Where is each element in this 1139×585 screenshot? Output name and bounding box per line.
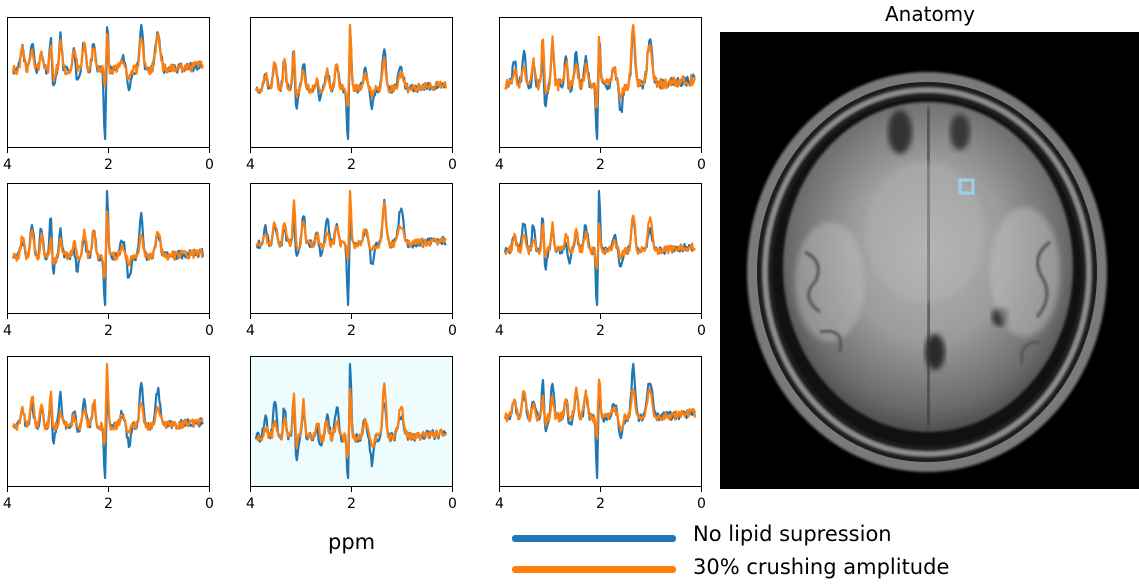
series-line-2 [255,382,447,459]
series-line-2 [504,23,697,109]
spectrum-plot: 4 2 0 [246,17,457,173]
legend-line-series-2 [512,566,676,573]
x-tick-label: 2 [347,157,356,173]
x-tick-label: 4 [3,496,12,512]
x-tick-label: 2 [596,323,605,339]
x-tick-label: 0 [697,157,706,173]
x-tick-label: 0 [448,496,457,512]
x-tick-label: 4 [495,496,504,512]
series-line-2 [11,362,204,446]
x-tick-label: 2 [104,323,113,339]
x-tick-label: 4 [246,157,255,173]
spectrum-panel: 4 2 0 [246,356,457,518]
spectrum-plot: 4 2 0 [246,183,457,339]
plot-frame [499,356,702,487]
series-line-2 [254,23,448,107]
x-tick-label: 0 [697,323,706,339]
legend-line-series-1 [512,535,676,542]
x-tick-label: 2 [596,496,605,512]
spectrum-panel: 4 2 0 [246,17,457,179]
x-tick-label: 4 [495,323,504,339]
spectrum-plot: 4 2 0 [495,183,706,339]
x-tick-label: 0 [205,323,214,339]
x-tick-label: 2 [347,323,356,339]
spectrum-plot: 4 2 0 [3,183,214,339]
x-tick-label: 0 [697,496,706,512]
spectrum-panel: 4 2 0 [495,17,706,179]
spectrum-plot: 4 2 0 [246,356,457,512]
anatomy-title: Anatomy [884,2,975,26]
spectrum-panel: 4 2 0 [495,356,706,518]
spectrum-plot: 4 2 0 [495,17,706,173]
x-tick-label: 2 [347,496,356,512]
x-tick-label: 4 [3,323,12,339]
spectrum-panel: 4 2 0 [246,183,457,345]
x-tick-label: 0 [448,323,457,339]
x-tick-label: 0 [205,496,214,512]
series-line-2 [11,210,204,280]
spectrum-plot: 4 2 0 [3,356,214,512]
x-tick-label: 2 [104,496,113,512]
spectrum-panel: 4 2 0 [3,17,214,179]
spectrum-plot: 4 2 0 [495,356,706,512]
series-line-2 [11,32,205,88]
x-tick-label: 4 [3,157,12,173]
spectrum-panel: 4 2 0 [3,183,214,345]
spectrum-panel: 4 2 0 [495,183,706,345]
series-line-2 [504,214,696,270]
x-tick-label: 2 [596,157,605,173]
legend-label-series-1: No lipid supression [693,522,892,546]
x-tick-label: 4 [495,157,504,173]
x-tick-label: 4 [246,323,255,339]
series-line-2 [255,189,447,260]
x-tick-label: 0 [448,157,457,173]
x-tick-label: 2 [104,157,113,173]
series-line-2 [503,378,697,440]
skull-ring [762,87,1092,457]
x-tick-label: 4 [246,496,255,512]
x-tick-label: 0 [205,157,214,173]
roi-marker [958,178,975,195]
spectrum-plot: 4 2 0 [3,17,214,173]
spectrum-panel: 4 2 0 [3,356,214,518]
x-axis-label: ppm [328,530,376,554]
anatomy-image [720,32,1139,489]
legend-label-series-2: 30% crushing amplitude [693,555,950,579]
